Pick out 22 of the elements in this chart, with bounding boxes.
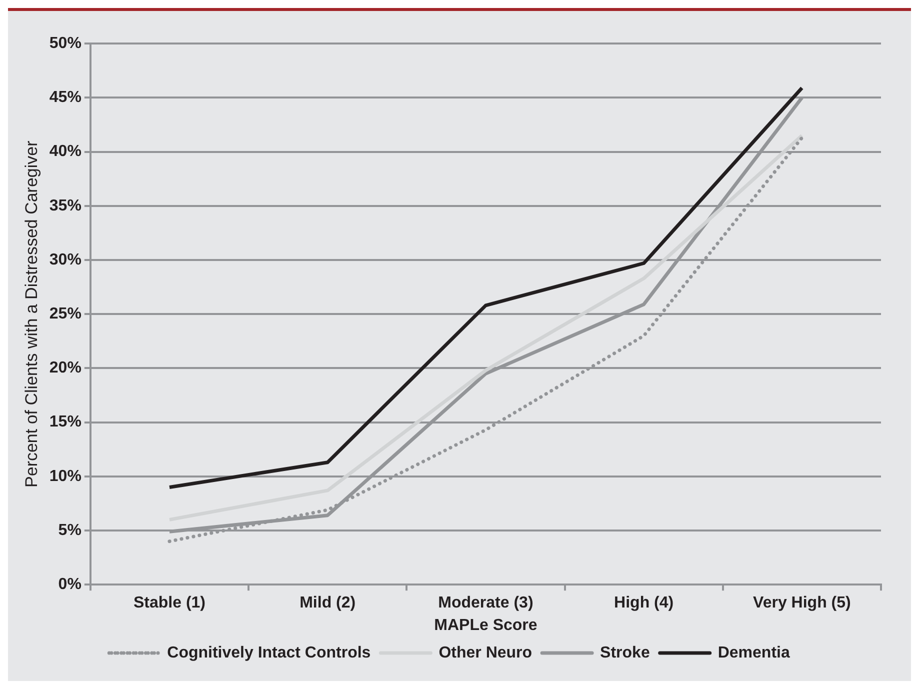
y-tick-label: 40% [49,143,82,160]
y-tick-label: 25% [49,306,82,323]
y-axis-title: Percent of Clients with a Distressed Caregiver [22,140,41,488]
x-tick-label: High (4) [614,594,674,612]
y-tick-label: 5% [58,522,82,539]
y-tick-label: 10% [49,468,82,485]
x-tick-label: Moderate (3) [438,594,534,612]
legend-label: Cognitively Intact Controls [167,644,371,662]
x-tick-label: Very High (5) [753,594,851,612]
y-tick-label: 35% [49,197,82,214]
x-axis-title: MAPLe Score [434,616,538,634]
y-tick-label: 30% [49,251,82,268]
y-tick-label: 15% [49,414,82,431]
y-tick-label: 50% [49,35,82,52]
x-tick-label: Mild (2) [300,594,356,612]
y-tick-label: 45% [49,89,82,106]
legend-label: Stroke [600,644,650,662]
legend-label: Dementia [718,644,790,662]
y-tick-label: 20% [49,360,82,377]
x-tick-label: Stable (1) [133,594,206,612]
legend-label: Other Neuro [438,644,532,662]
y-tick-label: 0% [58,576,82,594]
